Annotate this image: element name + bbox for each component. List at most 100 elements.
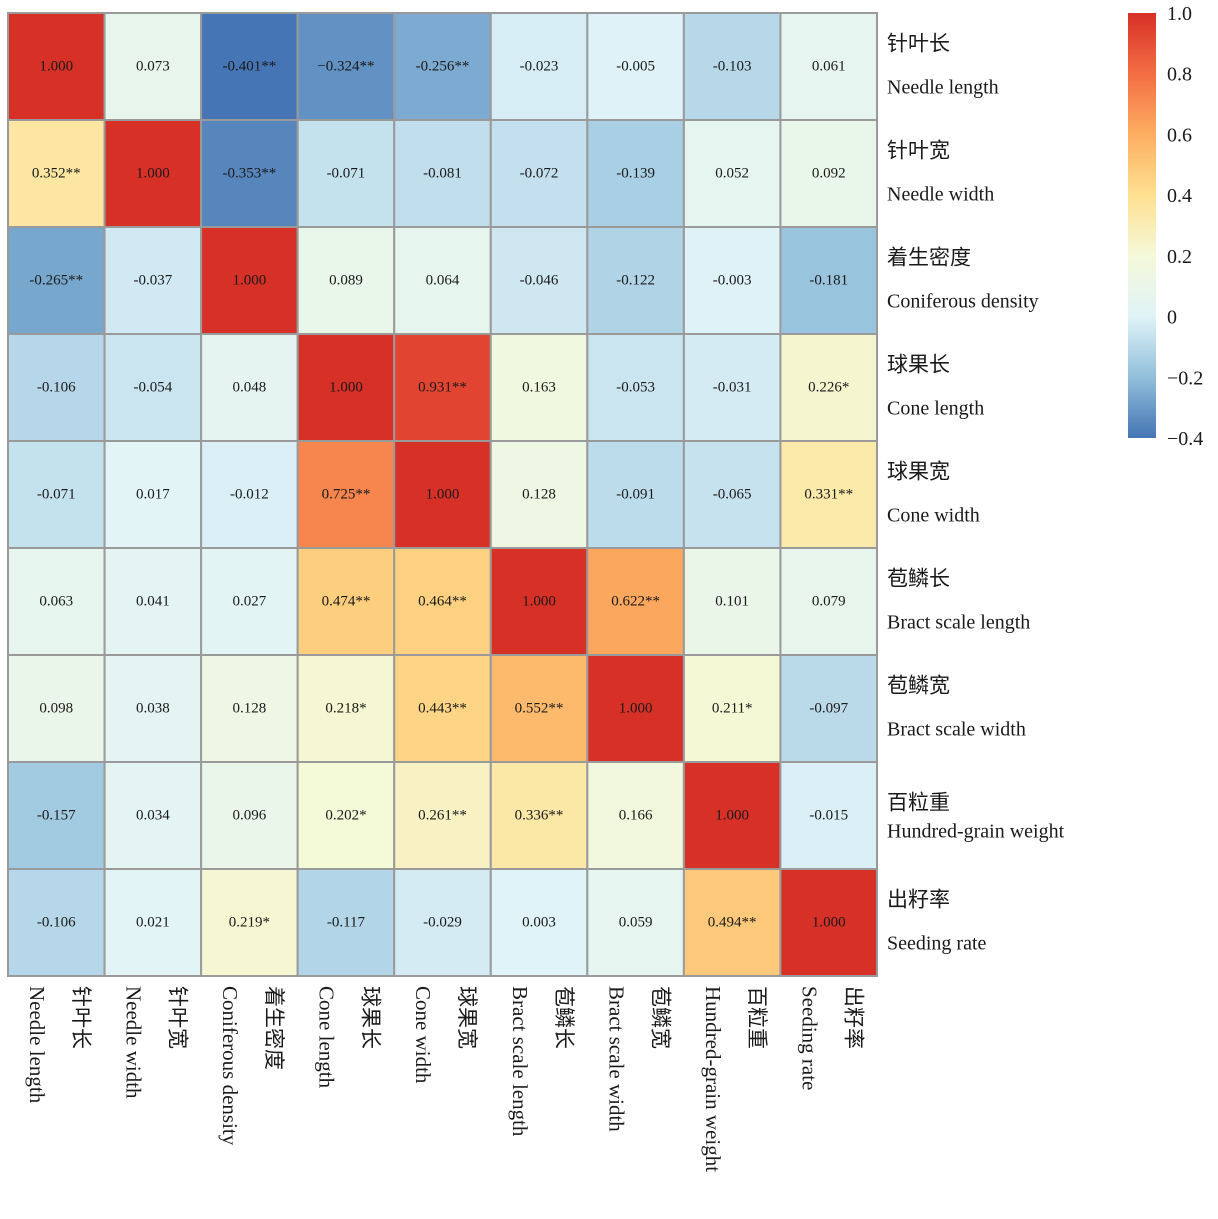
cell-value-label: -0.106 xyxy=(37,380,76,396)
cell-value-label: -0.353** xyxy=(223,166,277,182)
heatmap-cell xyxy=(103,333,203,442)
row-label-cn: 针叶长 xyxy=(887,32,950,56)
column-label-cn: 针叶长 xyxy=(69,986,93,1049)
heatmap-cell xyxy=(296,868,396,977)
heatmap-cell xyxy=(586,761,685,870)
cell-value-label: 0.464** xyxy=(418,594,467,610)
heatmap-cell xyxy=(393,547,492,656)
cell-value-label: 0.052 xyxy=(715,166,749,182)
column-label-cn: 苞鳞长 xyxy=(552,986,576,1049)
cell-value-label: 0.038 xyxy=(136,701,170,717)
cell-value-label: 0.331** xyxy=(804,487,853,503)
cell-value-label: -0.005 xyxy=(616,59,655,75)
heatmap-cell xyxy=(393,868,492,977)
row-label-cn: 出籽率 xyxy=(887,888,950,912)
colorbar-tick-label: 1.0 xyxy=(1167,3,1192,25)
row-label-cn: 着生密度 xyxy=(887,246,971,270)
heatmap-cell xyxy=(7,761,106,870)
heatmap-cell xyxy=(296,761,396,870)
cell-value-label: 0.352** xyxy=(32,166,81,182)
heatmap-cell xyxy=(682,119,782,228)
cell-value-label: 0.096 xyxy=(233,808,267,824)
cell-value-label: −0.324** xyxy=(317,59,374,75)
heatmap-cell xyxy=(779,333,879,442)
heatmap-cell xyxy=(393,761,492,870)
cell-value-label: 1.000 xyxy=(426,487,460,503)
cell-value-label: 0.163 xyxy=(522,380,556,396)
heatmap-cell xyxy=(103,654,203,763)
cell-value-label: 0.226* xyxy=(808,380,849,396)
cell-value-label: 0.079 xyxy=(812,594,846,610)
row-label-en: Bract scale length xyxy=(887,612,1030,634)
heatmap-cell xyxy=(779,868,879,977)
colorbar-tick-label: 0.8 xyxy=(1167,64,1192,86)
cell-value-label: 0.059 xyxy=(619,915,653,931)
column-label-cn: 苞鳞宽 xyxy=(648,986,672,1049)
cell-value-label: 1.000 xyxy=(812,915,846,931)
row-label-cn: 球果宽 xyxy=(887,460,950,484)
heatmap-cell xyxy=(682,12,782,121)
cell-value-label: 0.128 xyxy=(522,487,556,503)
cell-value-label: 0.494** xyxy=(708,915,757,931)
column-label-cn: 球果宽 xyxy=(455,986,479,1049)
heatmap-cell xyxy=(489,440,589,549)
heatmap-cell xyxy=(489,547,589,656)
heatmap-cell xyxy=(7,119,106,228)
colorbar-gradient xyxy=(1128,13,1156,438)
cell-value-label: 0.219* xyxy=(229,915,270,931)
cell-value-label: 0.089 xyxy=(329,273,363,289)
cell-value-label: -0.029 xyxy=(423,915,462,931)
cell-value-label: 0.041 xyxy=(136,594,170,610)
cell-value-label: 0.931** xyxy=(418,380,467,396)
cell-value-label: -0.046 xyxy=(520,273,559,289)
column-label-en: Bract scale length xyxy=(508,986,532,1137)
cell-value-label: 0.202* xyxy=(325,808,366,824)
column-label-cn: 出籽率 xyxy=(841,986,865,1049)
cell-value-label: 0.017 xyxy=(136,487,170,503)
column-label-en: Coniferous density xyxy=(218,986,242,1146)
heatmap-cell xyxy=(489,868,589,977)
column-label-en: Bract scale width xyxy=(604,986,628,1132)
cell-value-label: -0.037 xyxy=(133,273,172,289)
colorbar-ticks: 1.0 0.8 0.6 0.4 0.2 0 −0.2 −0.4 xyxy=(1167,3,1203,450)
heatmap-cell xyxy=(489,12,589,121)
colorbar-tick-label: −0.2 xyxy=(1167,367,1203,389)
colorbar-tick-label: 0.6 xyxy=(1167,124,1192,146)
cell-value-label: 0.064 xyxy=(426,273,460,289)
row-label-en: Needle width xyxy=(887,184,994,206)
column-label-en: Hundred-grain weight xyxy=(701,986,725,1172)
cell-value-label: -0.023 xyxy=(520,59,559,75)
row-label-cn: 针叶宽 xyxy=(887,139,950,163)
heatmap-cell xyxy=(7,333,106,442)
row-label-en: Cone length xyxy=(887,398,984,420)
heatmap-cell xyxy=(103,868,203,977)
cell-value-label: -0.256** xyxy=(416,59,470,75)
heatmap-cell xyxy=(296,440,396,549)
cell-value-label: 0.063 xyxy=(39,594,73,610)
heatmap-cell xyxy=(393,654,492,763)
heatmap-cell xyxy=(103,226,203,335)
heatmap-cell xyxy=(779,547,879,656)
heatmap-cell xyxy=(200,119,299,228)
cell-value-label: 0.073 xyxy=(136,59,170,75)
cell-value-label: 0.622** xyxy=(611,594,660,610)
heatmap-cell-labels: 1.000 0.073 -0.401** −0.324** -0.256** -0.023… xyxy=(29,59,853,931)
cell-value-label: -0.122 xyxy=(616,273,655,289)
heatmap-cell xyxy=(489,761,589,870)
cell-value-label: -0.071 xyxy=(37,487,76,503)
heatmap-cell xyxy=(7,868,106,977)
cell-value-label: 1.000 xyxy=(39,59,73,75)
colorbar-tick-label: 0.4 xyxy=(1167,185,1192,207)
cell-value-label: -0.091 xyxy=(616,487,655,503)
cell-value-label: -0.139 xyxy=(616,166,655,182)
column-label-cn: 百粒重 xyxy=(745,986,769,1049)
column-label-en: Needle length xyxy=(25,986,49,1104)
heatmap-cell xyxy=(779,440,879,549)
cell-value-label: 0.166 xyxy=(619,808,653,824)
heatmap-cell xyxy=(200,547,299,656)
cell-value-label: 0.048 xyxy=(233,380,267,396)
cell-value-label: -0.003 xyxy=(713,273,752,289)
heatmap-cell xyxy=(586,654,685,763)
column-label-en: Seeding rate xyxy=(797,986,821,1090)
heatmap-cell xyxy=(7,226,106,335)
